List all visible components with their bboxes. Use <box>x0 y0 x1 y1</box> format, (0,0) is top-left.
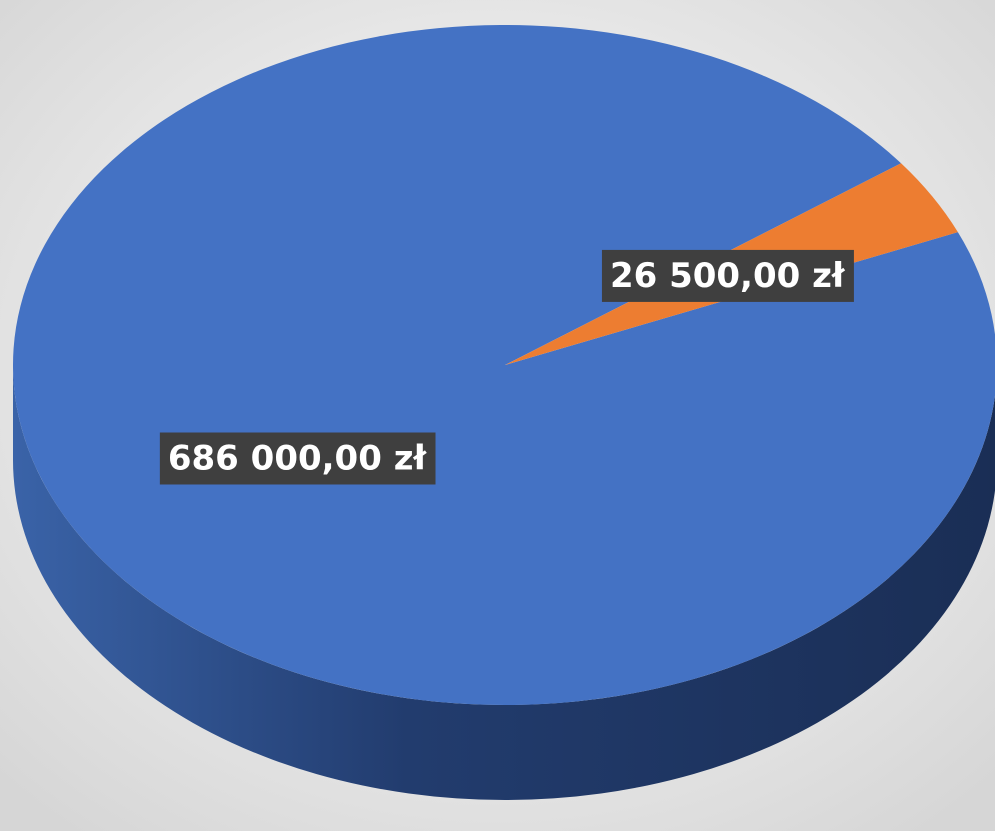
pie-slice <box>13 25 995 705</box>
data-label-box <box>601 249 854 302</box>
data-label: 686 000,00 zł <box>168 439 428 479</box>
data-label: 26 500,00 zł <box>610 256 846 296</box>
data-label-box <box>159 432 436 485</box>
pie-side <box>13 365 995 800</box>
